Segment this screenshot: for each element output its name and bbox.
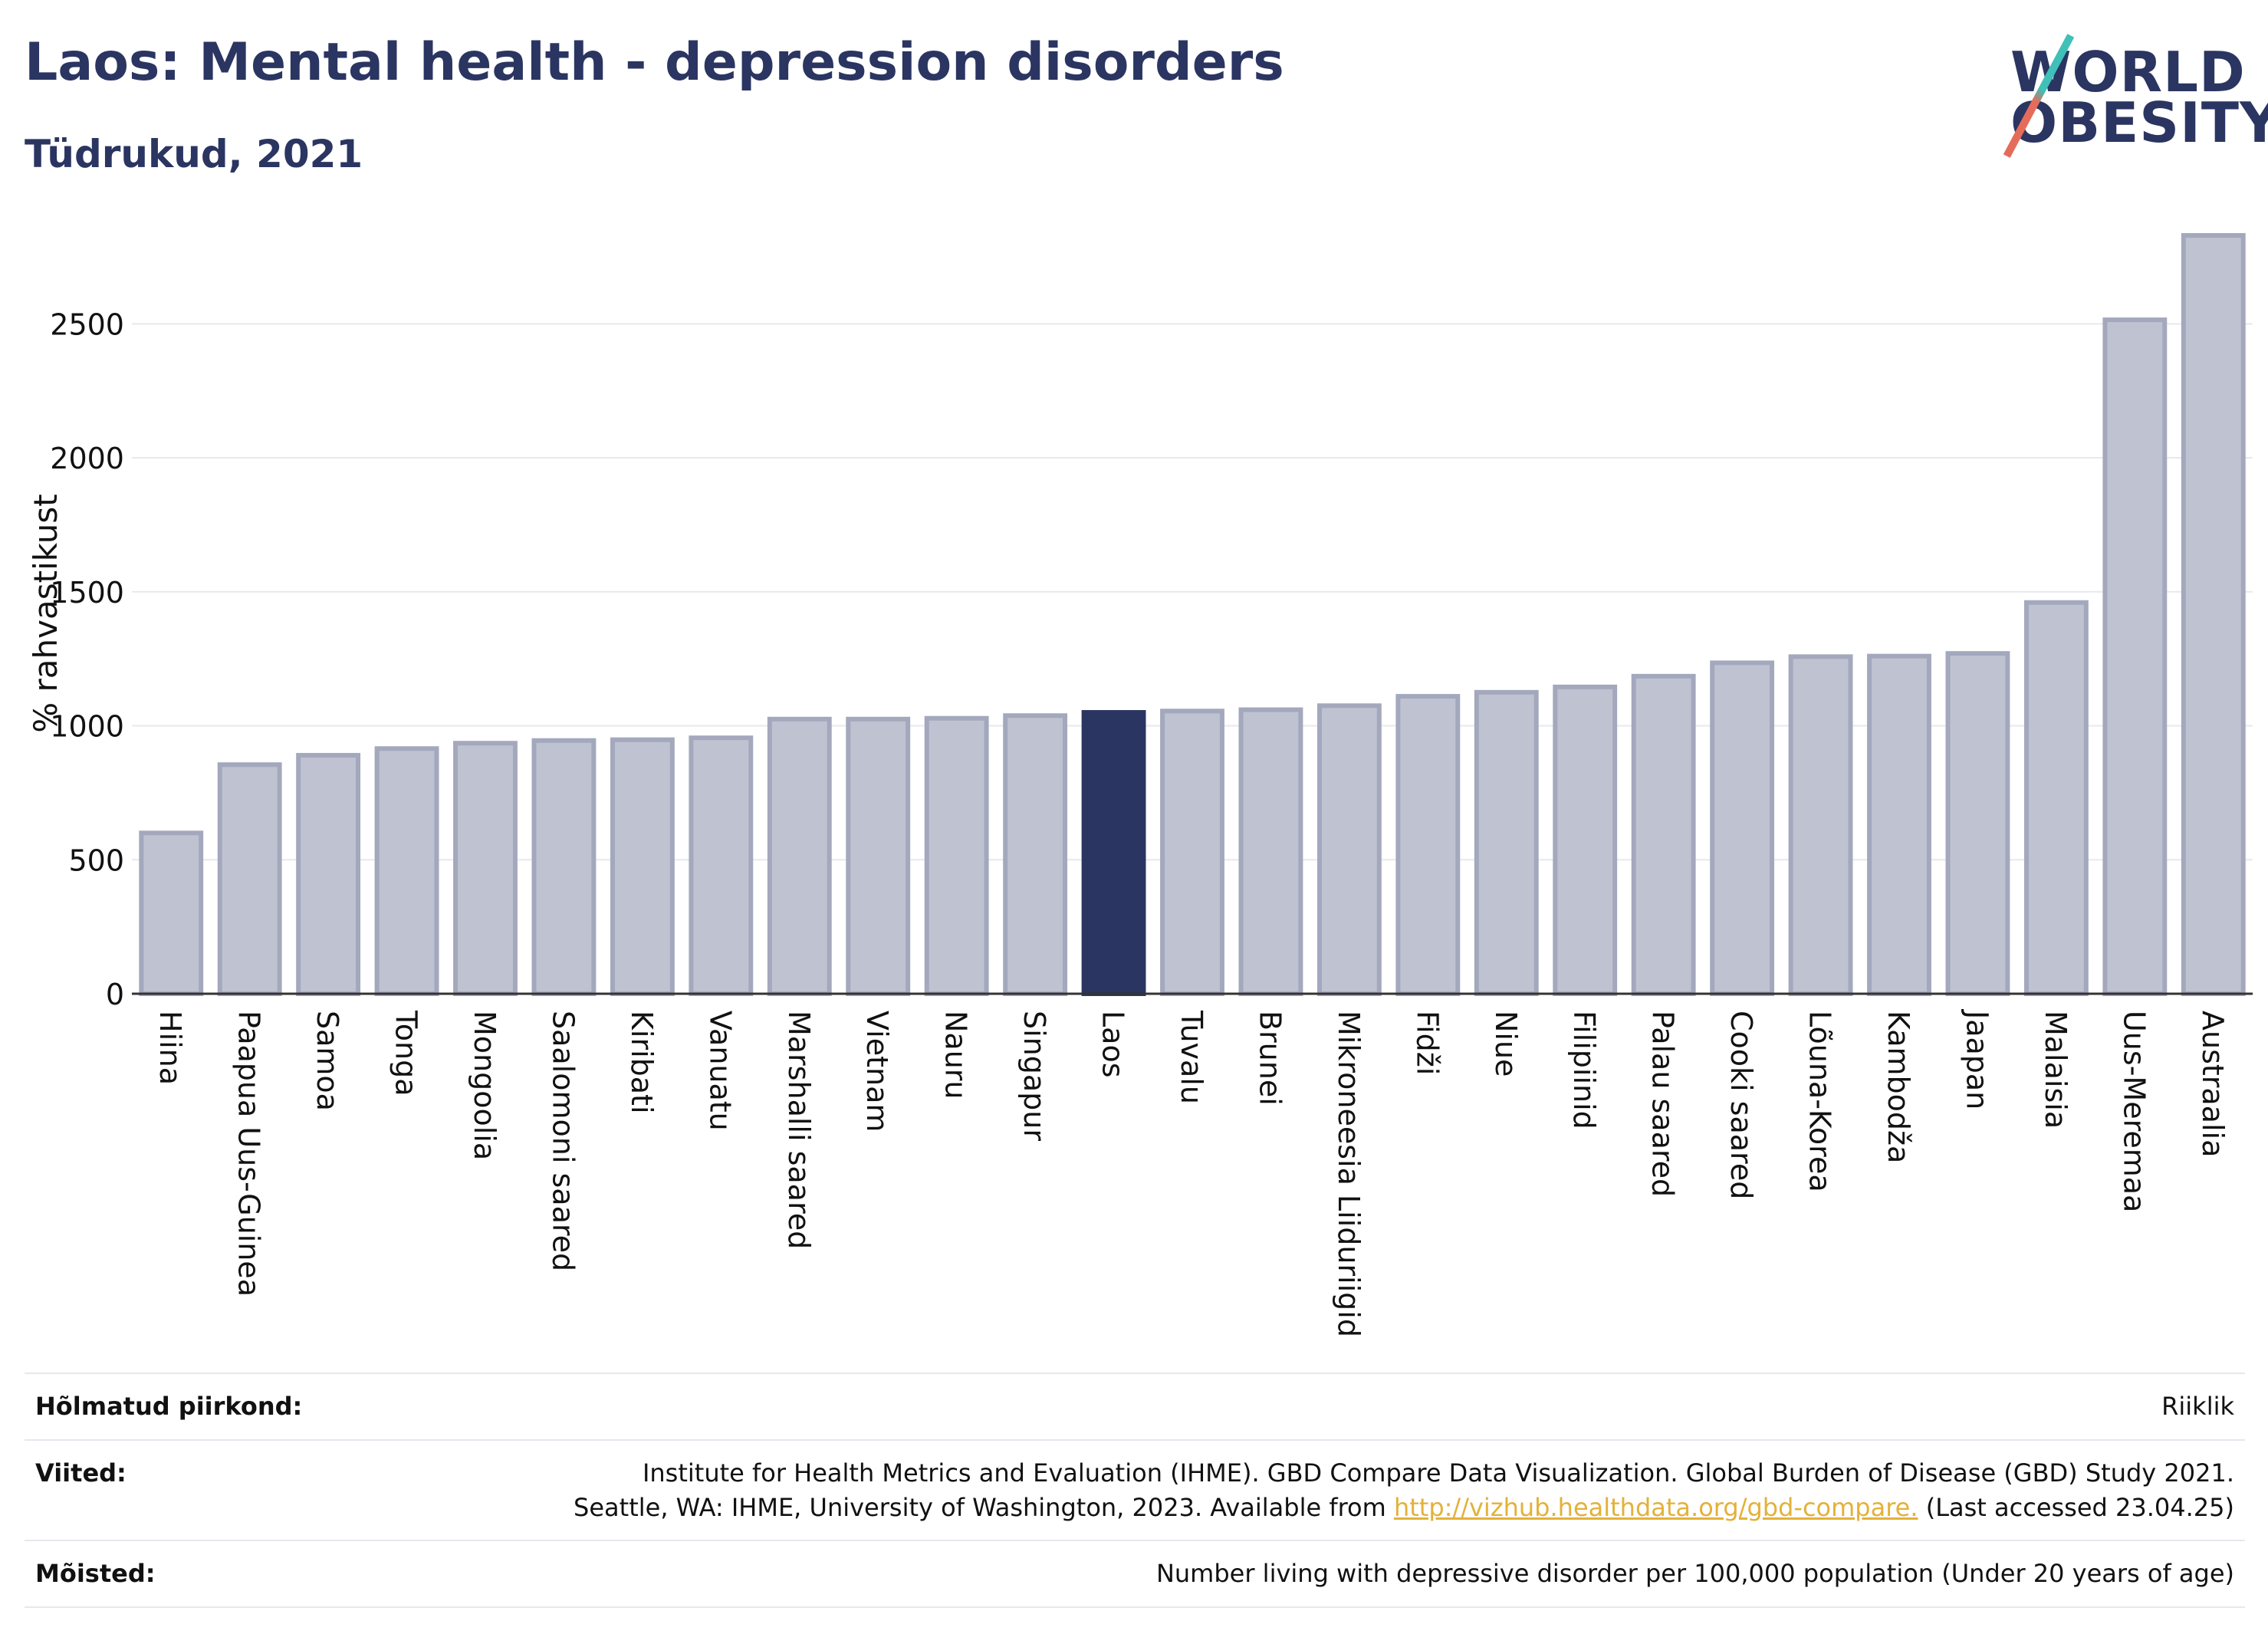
y-tick-label: 1000 xyxy=(50,710,124,744)
bar xyxy=(531,738,597,996)
region-value: Riiklik xyxy=(2161,1392,2234,1421)
x-tick-label: Vanuatu xyxy=(703,1011,737,1131)
y-tick-labels: 0 500 1000 1500 2000 2500 xyxy=(50,307,124,1011)
x-tick-label: Nauru xyxy=(939,1011,973,1100)
info-table: Hõlmatud piirkond: Riiklik Viited: Insti… xyxy=(25,1373,2245,1609)
bar xyxy=(2102,317,2168,996)
bar xyxy=(1474,689,1539,996)
x-tick-label: Vietnam xyxy=(860,1011,894,1132)
x-tick-label: Austraalia xyxy=(2196,1011,2230,1157)
x-tick-label: Malaisia xyxy=(2039,1011,2072,1129)
bar xyxy=(2181,232,2246,996)
bar-chart: 0 500 1000 1500 2000 2500 Hiina Paapua Uus-Gui… xyxy=(27,232,2253,1337)
region-label: Hõlmatud piirkond: xyxy=(35,1392,303,1421)
x-tick-label: Fidži xyxy=(1410,1011,1444,1075)
bar xyxy=(767,716,832,997)
bar xyxy=(1788,654,1853,997)
x-tick-label: Cooki saared xyxy=(1724,1011,1758,1199)
x-tick-label: Uus-Meremaa xyxy=(2117,1011,2151,1212)
info-row-definitions: Mõisted: Number living with depressive d… xyxy=(25,1540,2245,1609)
references-label: Viited: xyxy=(35,1458,127,1488)
x-tick-label: Hiina xyxy=(153,1011,187,1085)
y-tick-label: 2000 xyxy=(50,442,124,475)
x-tick-label: Tonga xyxy=(390,1010,423,1096)
y-tick-label: 1500 xyxy=(50,576,124,610)
references-link[interactable]: http://vizhub.healthdata.org/gbd-compare… xyxy=(1393,1492,1918,1522)
bar xyxy=(610,737,675,997)
x-tick-label: Samoa xyxy=(311,1011,344,1111)
x-tick-label: Saalomoni saared xyxy=(546,1011,580,1271)
x-tick-label: Niue xyxy=(1489,1011,1523,1077)
bar xyxy=(1003,713,1068,997)
world-obesity-logo: WORLD OBESITY xyxy=(2001,23,2268,161)
x-tick-label: Brunei xyxy=(1253,1011,1287,1106)
bars xyxy=(139,232,2246,997)
x-tick-label: Jaapan xyxy=(1960,1009,1994,1110)
x-tick-label: Mikroneesia Liiduriigid xyxy=(1332,1011,1366,1337)
x-tick-label: Kambodža xyxy=(1882,1011,1915,1163)
x-tick-label: Mongoolia xyxy=(468,1011,501,1160)
bar xyxy=(1395,694,1461,997)
y-tick-label: 0 xyxy=(106,978,124,1011)
bar xyxy=(1945,651,2010,996)
bar xyxy=(846,716,911,997)
x-tick-label: Laos xyxy=(1096,1011,1130,1078)
bar xyxy=(1238,707,1303,997)
bar xyxy=(1710,660,1775,997)
bar xyxy=(2023,600,2089,996)
bar xyxy=(924,715,989,996)
bar xyxy=(1081,710,1146,996)
info-row-references: Viited: Institute for Health Metrics and… xyxy=(25,1438,2245,1540)
x-tick-label: Singapur xyxy=(1017,1011,1051,1141)
x-tick-label: Kiribati xyxy=(625,1011,659,1114)
definitions-label: Mõisted: xyxy=(35,1559,156,1589)
y-axis-label: % rahvastikust xyxy=(27,494,64,733)
y-tick-label: 500 xyxy=(68,843,124,877)
x-tick-label: Palau saared xyxy=(1646,1011,1680,1197)
bar xyxy=(689,735,754,996)
definitions-value: Number living with depressive disorder p… xyxy=(1155,1559,2234,1589)
bar xyxy=(1160,709,1224,996)
bar xyxy=(1316,703,1382,996)
y-tick-label: 2500 xyxy=(50,307,124,341)
bar xyxy=(1631,673,1696,996)
chart-subtitle: Tüdrukud, 2021 xyxy=(25,132,363,176)
x-tick-label: Filipiinid xyxy=(1567,1011,1601,1129)
bar xyxy=(217,762,282,996)
bar xyxy=(453,741,518,997)
chart-title: Laos: Mental health - depression disorde… xyxy=(25,32,1284,93)
x-tick-label: Tuvalu xyxy=(1175,1010,1208,1104)
references-line1: Institute for Health Metrics and Evaluat… xyxy=(642,1458,2234,1488)
bar xyxy=(374,746,439,996)
logo-text-line2: OBESITY xyxy=(2010,90,2268,155)
bar xyxy=(1553,684,1618,997)
x-tick-label: Paapua Uus-Guinea xyxy=(232,1011,266,1297)
bar xyxy=(139,830,204,996)
x-tick-label: Marshalli saared xyxy=(782,1011,816,1249)
references-value: Institute for Health Metrics and Evaluat… xyxy=(574,1456,2234,1525)
references-line2: Seattle, WA: IHME, University of Washing… xyxy=(574,1492,1394,1522)
bar xyxy=(296,752,361,997)
references-accessed: (Last accessed 23.04.25) xyxy=(1918,1492,2234,1522)
x-tick-label: Lõuna-Korea xyxy=(1803,1011,1837,1192)
x-tick-labels: Hiina Paapua Uus-Guinea Samoa Tonga Mongooli… xyxy=(153,1009,2230,1337)
bar xyxy=(1867,653,1931,996)
info-row-region: Hõlmatud piirkond: Riiklik xyxy=(25,1373,2245,1439)
